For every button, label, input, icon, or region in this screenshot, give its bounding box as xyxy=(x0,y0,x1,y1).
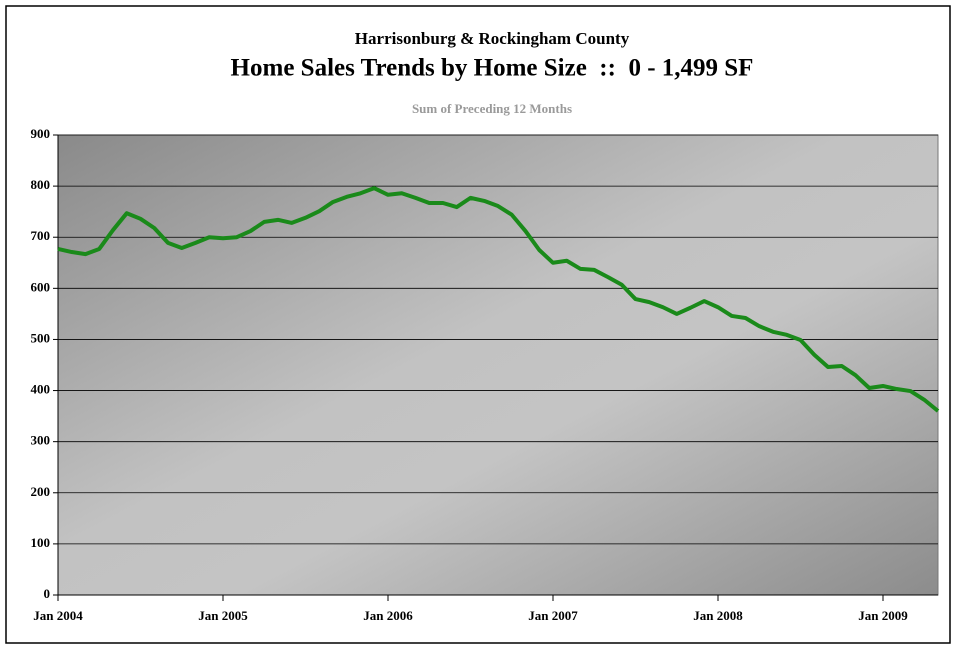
y-tick-label: 100 xyxy=(31,535,51,550)
chart-subtitle: Sum of Preceding 12 Months xyxy=(412,101,572,116)
y-tick-label: 800 xyxy=(31,177,51,192)
x-tick-label: Jan 2005 xyxy=(198,608,248,623)
y-tick-label: 500 xyxy=(31,330,51,345)
y-tick-label: 200 xyxy=(31,484,51,499)
y-tick-label: 0 xyxy=(44,586,51,601)
y-tick-label: 400 xyxy=(31,382,51,397)
chart-title: Home Sales Trends by Home Size :: 0 - 1,… xyxy=(231,55,754,82)
y-tick-label: 700 xyxy=(31,228,51,243)
x-tick-label: Jan 2008 xyxy=(693,608,743,623)
x-tick-label: Jan 2004 xyxy=(33,608,83,623)
chart-supertitle: Harrisonburg & Rockingham County xyxy=(355,29,630,48)
data-line xyxy=(57,186,940,413)
x-tick-label: Jan 2007 xyxy=(528,608,578,623)
x-tick-label: Jan 2006 xyxy=(363,608,413,623)
y-tick-label: 600 xyxy=(31,279,51,294)
x-tick-label: Jan 2009 xyxy=(858,608,908,623)
y-tick-label: 300 xyxy=(31,433,51,448)
plot-area xyxy=(57,134,939,596)
y-tick-label: 900 xyxy=(31,126,51,141)
